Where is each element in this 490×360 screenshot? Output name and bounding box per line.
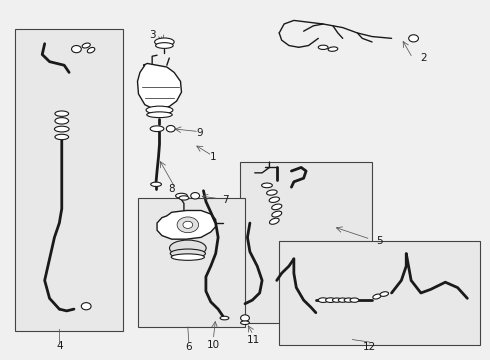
Ellipse shape xyxy=(170,240,206,256)
Ellipse shape xyxy=(151,182,161,186)
Ellipse shape xyxy=(150,126,164,132)
Circle shape xyxy=(183,221,193,228)
Bar xyxy=(240,162,372,323)
Circle shape xyxy=(409,35,418,42)
Bar xyxy=(15,30,123,330)
Ellipse shape xyxy=(269,197,279,202)
Text: 3: 3 xyxy=(149,30,155,40)
Ellipse shape xyxy=(175,193,187,198)
Ellipse shape xyxy=(270,218,279,224)
Ellipse shape xyxy=(318,298,328,302)
Circle shape xyxy=(241,315,249,321)
Ellipse shape xyxy=(55,134,69,140)
Ellipse shape xyxy=(147,112,172,118)
Polygon shape xyxy=(157,211,216,239)
Text: 6: 6 xyxy=(186,342,192,352)
Ellipse shape xyxy=(328,47,338,51)
Ellipse shape xyxy=(338,298,347,302)
Text: 11: 11 xyxy=(246,334,260,345)
Ellipse shape xyxy=(241,321,249,324)
Text: 12: 12 xyxy=(363,342,376,352)
Ellipse shape xyxy=(332,298,341,302)
Ellipse shape xyxy=(146,106,173,114)
Ellipse shape xyxy=(55,111,69,116)
Text: 4: 4 xyxy=(56,341,63,351)
Circle shape xyxy=(72,45,81,53)
Ellipse shape xyxy=(220,316,229,320)
Ellipse shape xyxy=(380,292,389,296)
Ellipse shape xyxy=(344,298,353,302)
Ellipse shape xyxy=(55,118,69,124)
Ellipse shape xyxy=(326,298,335,302)
Circle shape xyxy=(81,303,91,310)
Circle shape xyxy=(166,126,175,132)
Ellipse shape xyxy=(272,211,282,217)
Ellipse shape xyxy=(82,43,90,48)
Ellipse shape xyxy=(155,38,174,46)
Bar xyxy=(138,198,245,327)
Ellipse shape xyxy=(171,254,204,260)
Circle shape xyxy=(191,193,199,199)
Bar xyxy=(279,241,480,345)
Circle shape xyxy=(177,217,198,233)
Ellipse shape xyxy=(318,45,328,49)
Text: 7: 7 xyxy=(222,195,229,205)
Ellipse shape xyxy=(267,190,277,195)
Ellipse shape xyxy=(350,298,359,302)
Ellipse shape xyxy=(262,183,272,188)
Ellipse shape xyxy=(156,42,173,48)
Ellipse shape xyxy=(87,48,95,53)
Ellipse shape xyxy=(170,249,205,258)
Text: 1: 1 xyxy=(210,152,217,162)
Text: 9: 9 xyxy=(197,128,203,138)
Ellipse shape xyxy=(271,204,282,210)
Text: 5: 5 xyxy=(376,236,383,246)
Text: 2: 2 xyxy=(420,53,427,63)
Text: 8: 8 xyxy=(169,184,175,194)
Ellipse shape xyxy=(373,294,381,299)
Ellipse shape xyxy=(54,126,69,132)
Polygon shape xyxy=(138,63,181,108)
Text: 10: 10 xyxy=(207,340,220,350)
Ellipse shape xyxy=(179,196,189,200)
